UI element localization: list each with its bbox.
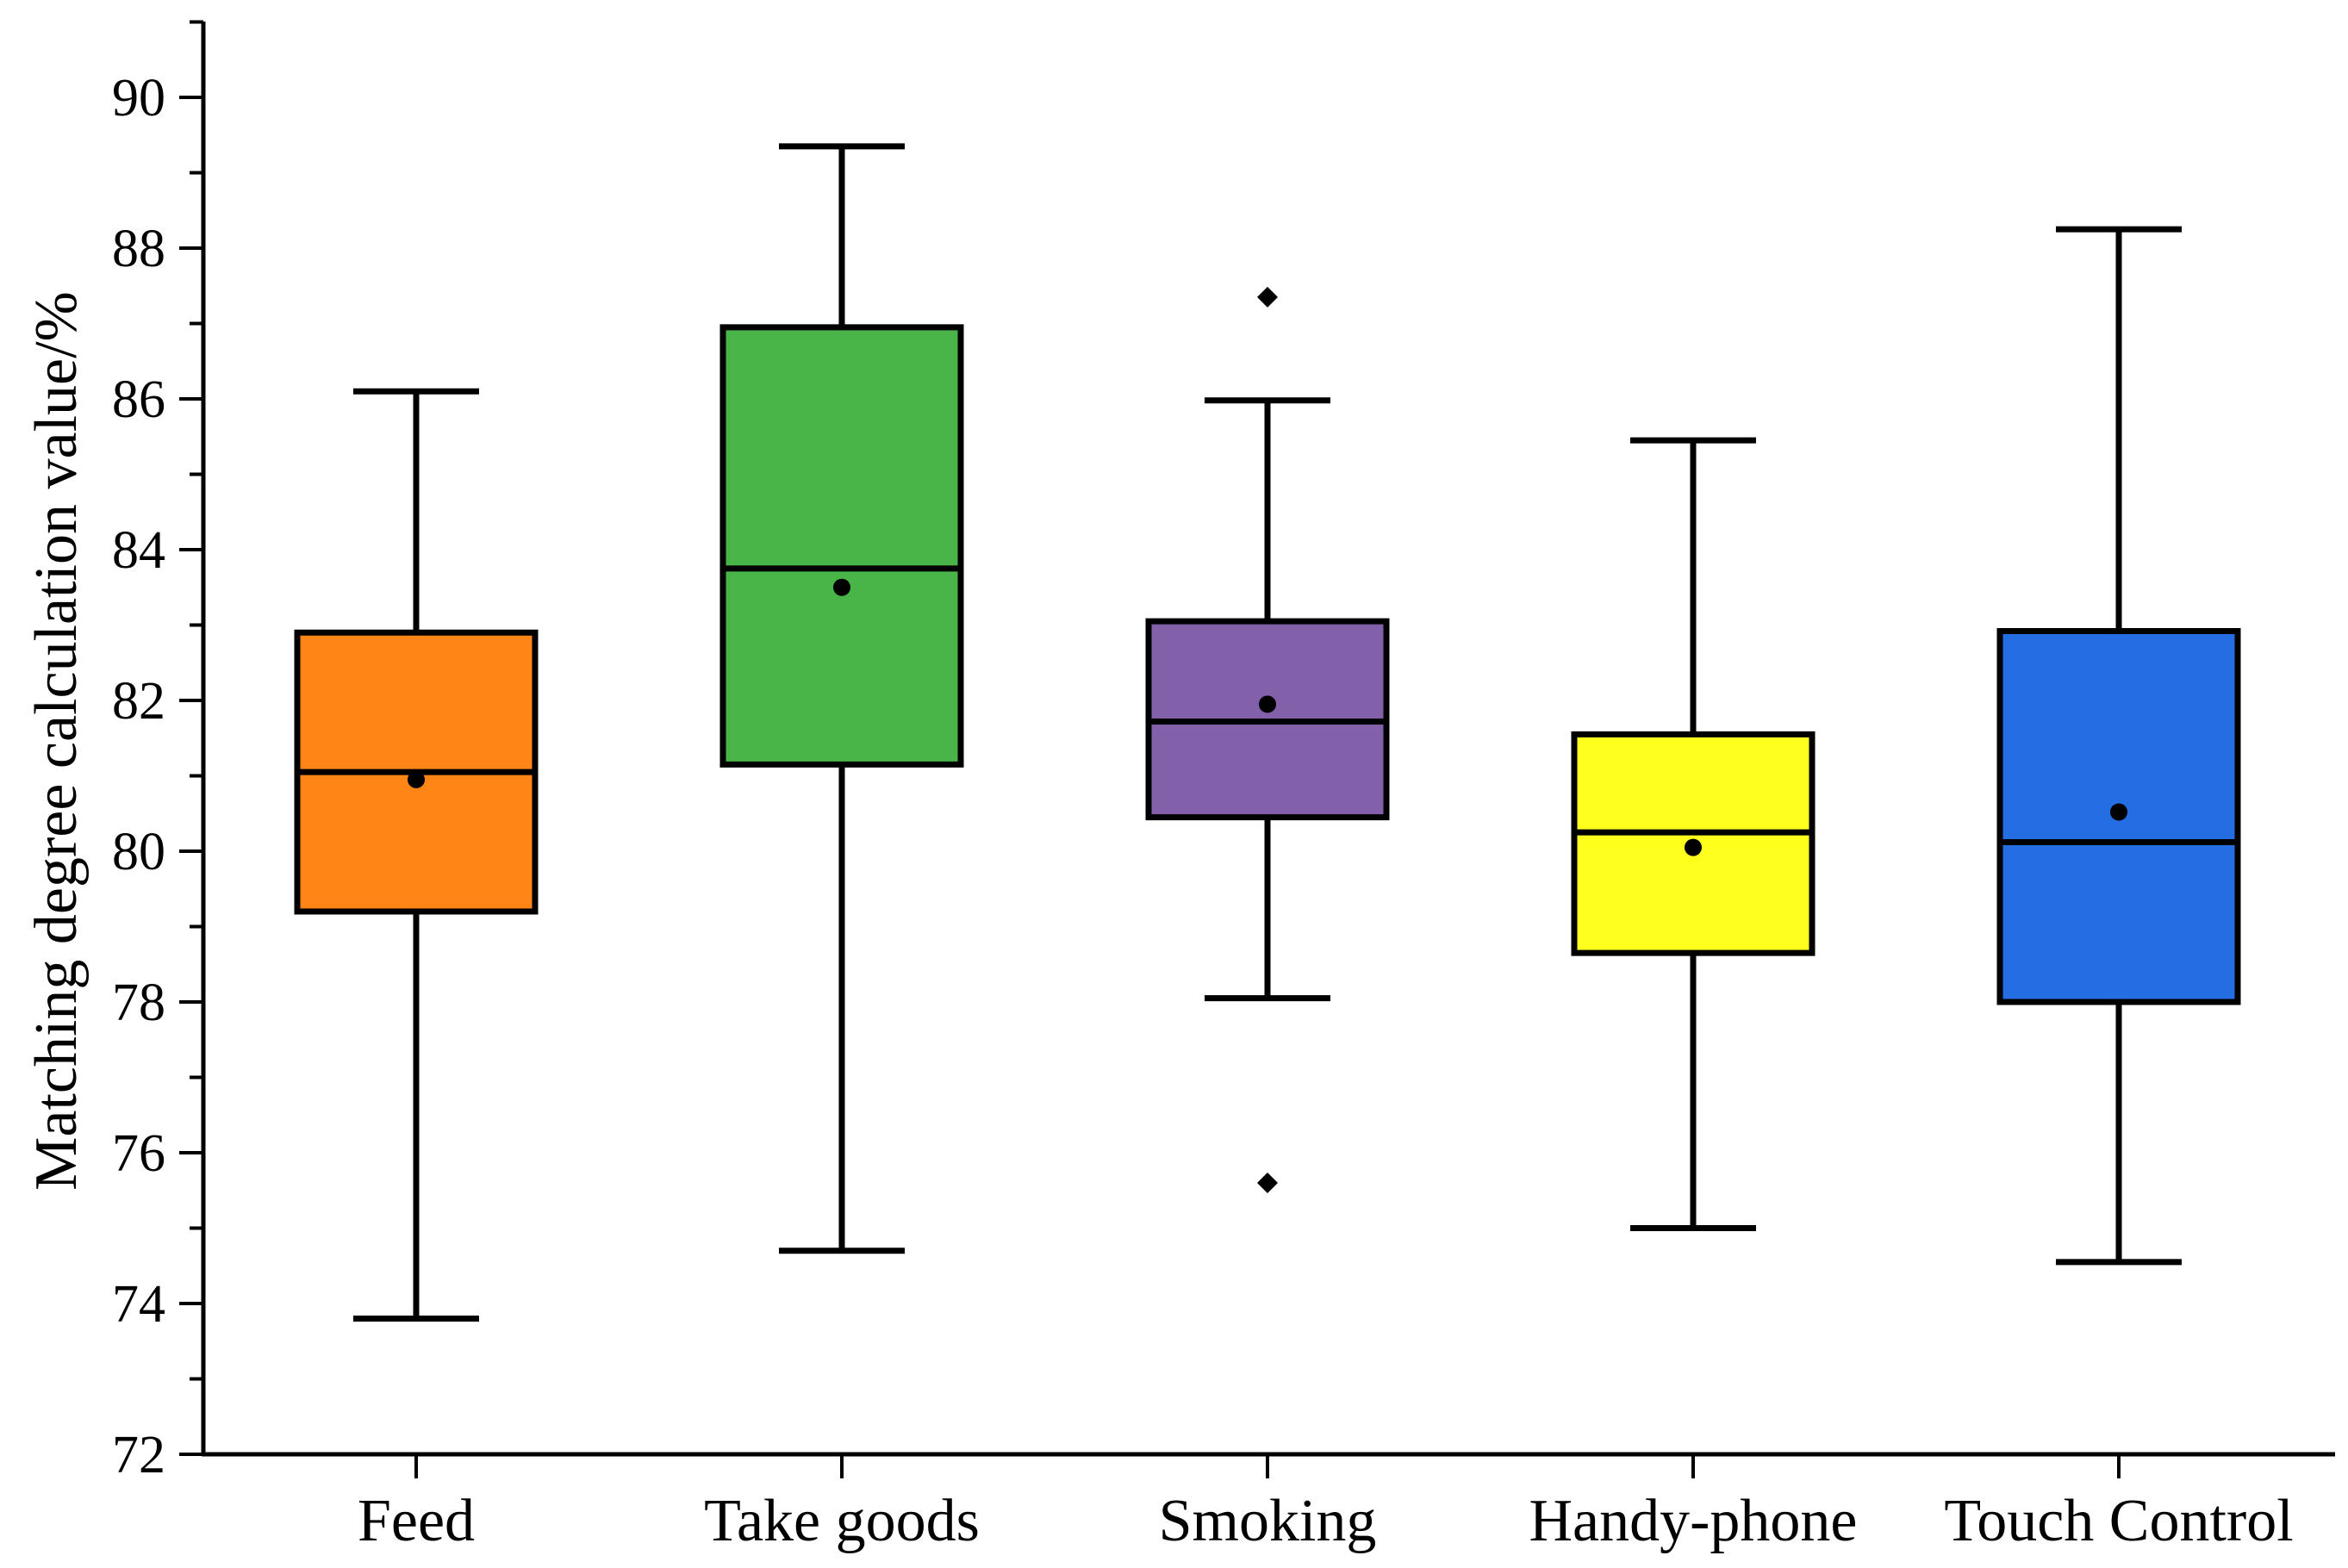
- box-handy-phone-mean-point: [1685, 838, 1702, 856]
- box-smoking-mean-point: [1259, 695, 1276, 713]
- plot-area: 72 74 76 78 80 82 84 86 88 90 Feed Take goods Smokin…: [112, 20, 2335, 1554]
- x-category-label: Smoking: [1159, 1488, 1377, 1554]
- y-tick-label: 82: [112, 672, 165, 731]
- y-tick-label: 88: [112, 220, 165, 278]
- y-tick-label: 80: [112, 823, 165, 881]
- box-take-goods-iqr: [719, 324, 964, 768]
- y-tick-label: 90: [112, 69, 165, 128]
- x-category-label: Take goods: [704, 1488, 980, 1554]
- box-smoking-outlier-point: [1257, 1173, 1278, 1193]
- y-axis-title: Matching degree calculation value/%: [23, 291, 90, 1191]
- y-tick-label: 76: [112, 1124, 165, 1183]
- box-feed-mean-point: [408, 770, 425, 788]
- y-tick-label: 78: [112, 974, 165, 1032]
- box-smoking-outlier-point: [1257, 286, 1278, 308]
- y-tick-label: 86: [112, 370, 165, 429]
- x-category-label: Touch Control: [1944, 1488, 2293, 1554]
- y-tick-label: 84: [112, 521, 165, 580]
- box-take-goods-mean-point: [833, 578, 850, 596]
- x-category-label: Handy-phone: [1529, 1488, 1857, 1554]
- y-tick-label: 72: [112, 1426, 165, 1484]
- box-touch-control-mean-point: [2110, 803, 2127, 821]
- x-category-label: Feed: [358, 1488, 475, 1554]
- y-tick-label: 74: [112, 1275, 165, 1334]
- box-handy-phone-iqr: [1571, 731, 1815, 956]
